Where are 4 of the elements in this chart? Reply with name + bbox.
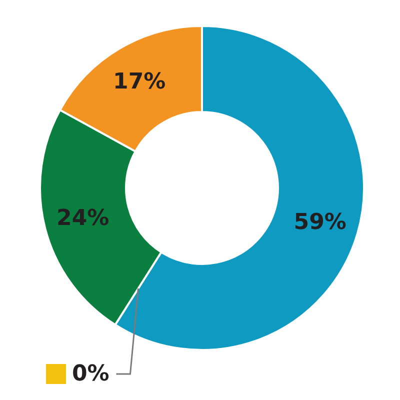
text: 0% xyxy=(72,362,110,386)
data-label: 59% xyxy=(294,210,346,235)
data-label: 24% xyxy=(56,206,110,232)
data-label: 17% xyxy=(113,70,166,95)
